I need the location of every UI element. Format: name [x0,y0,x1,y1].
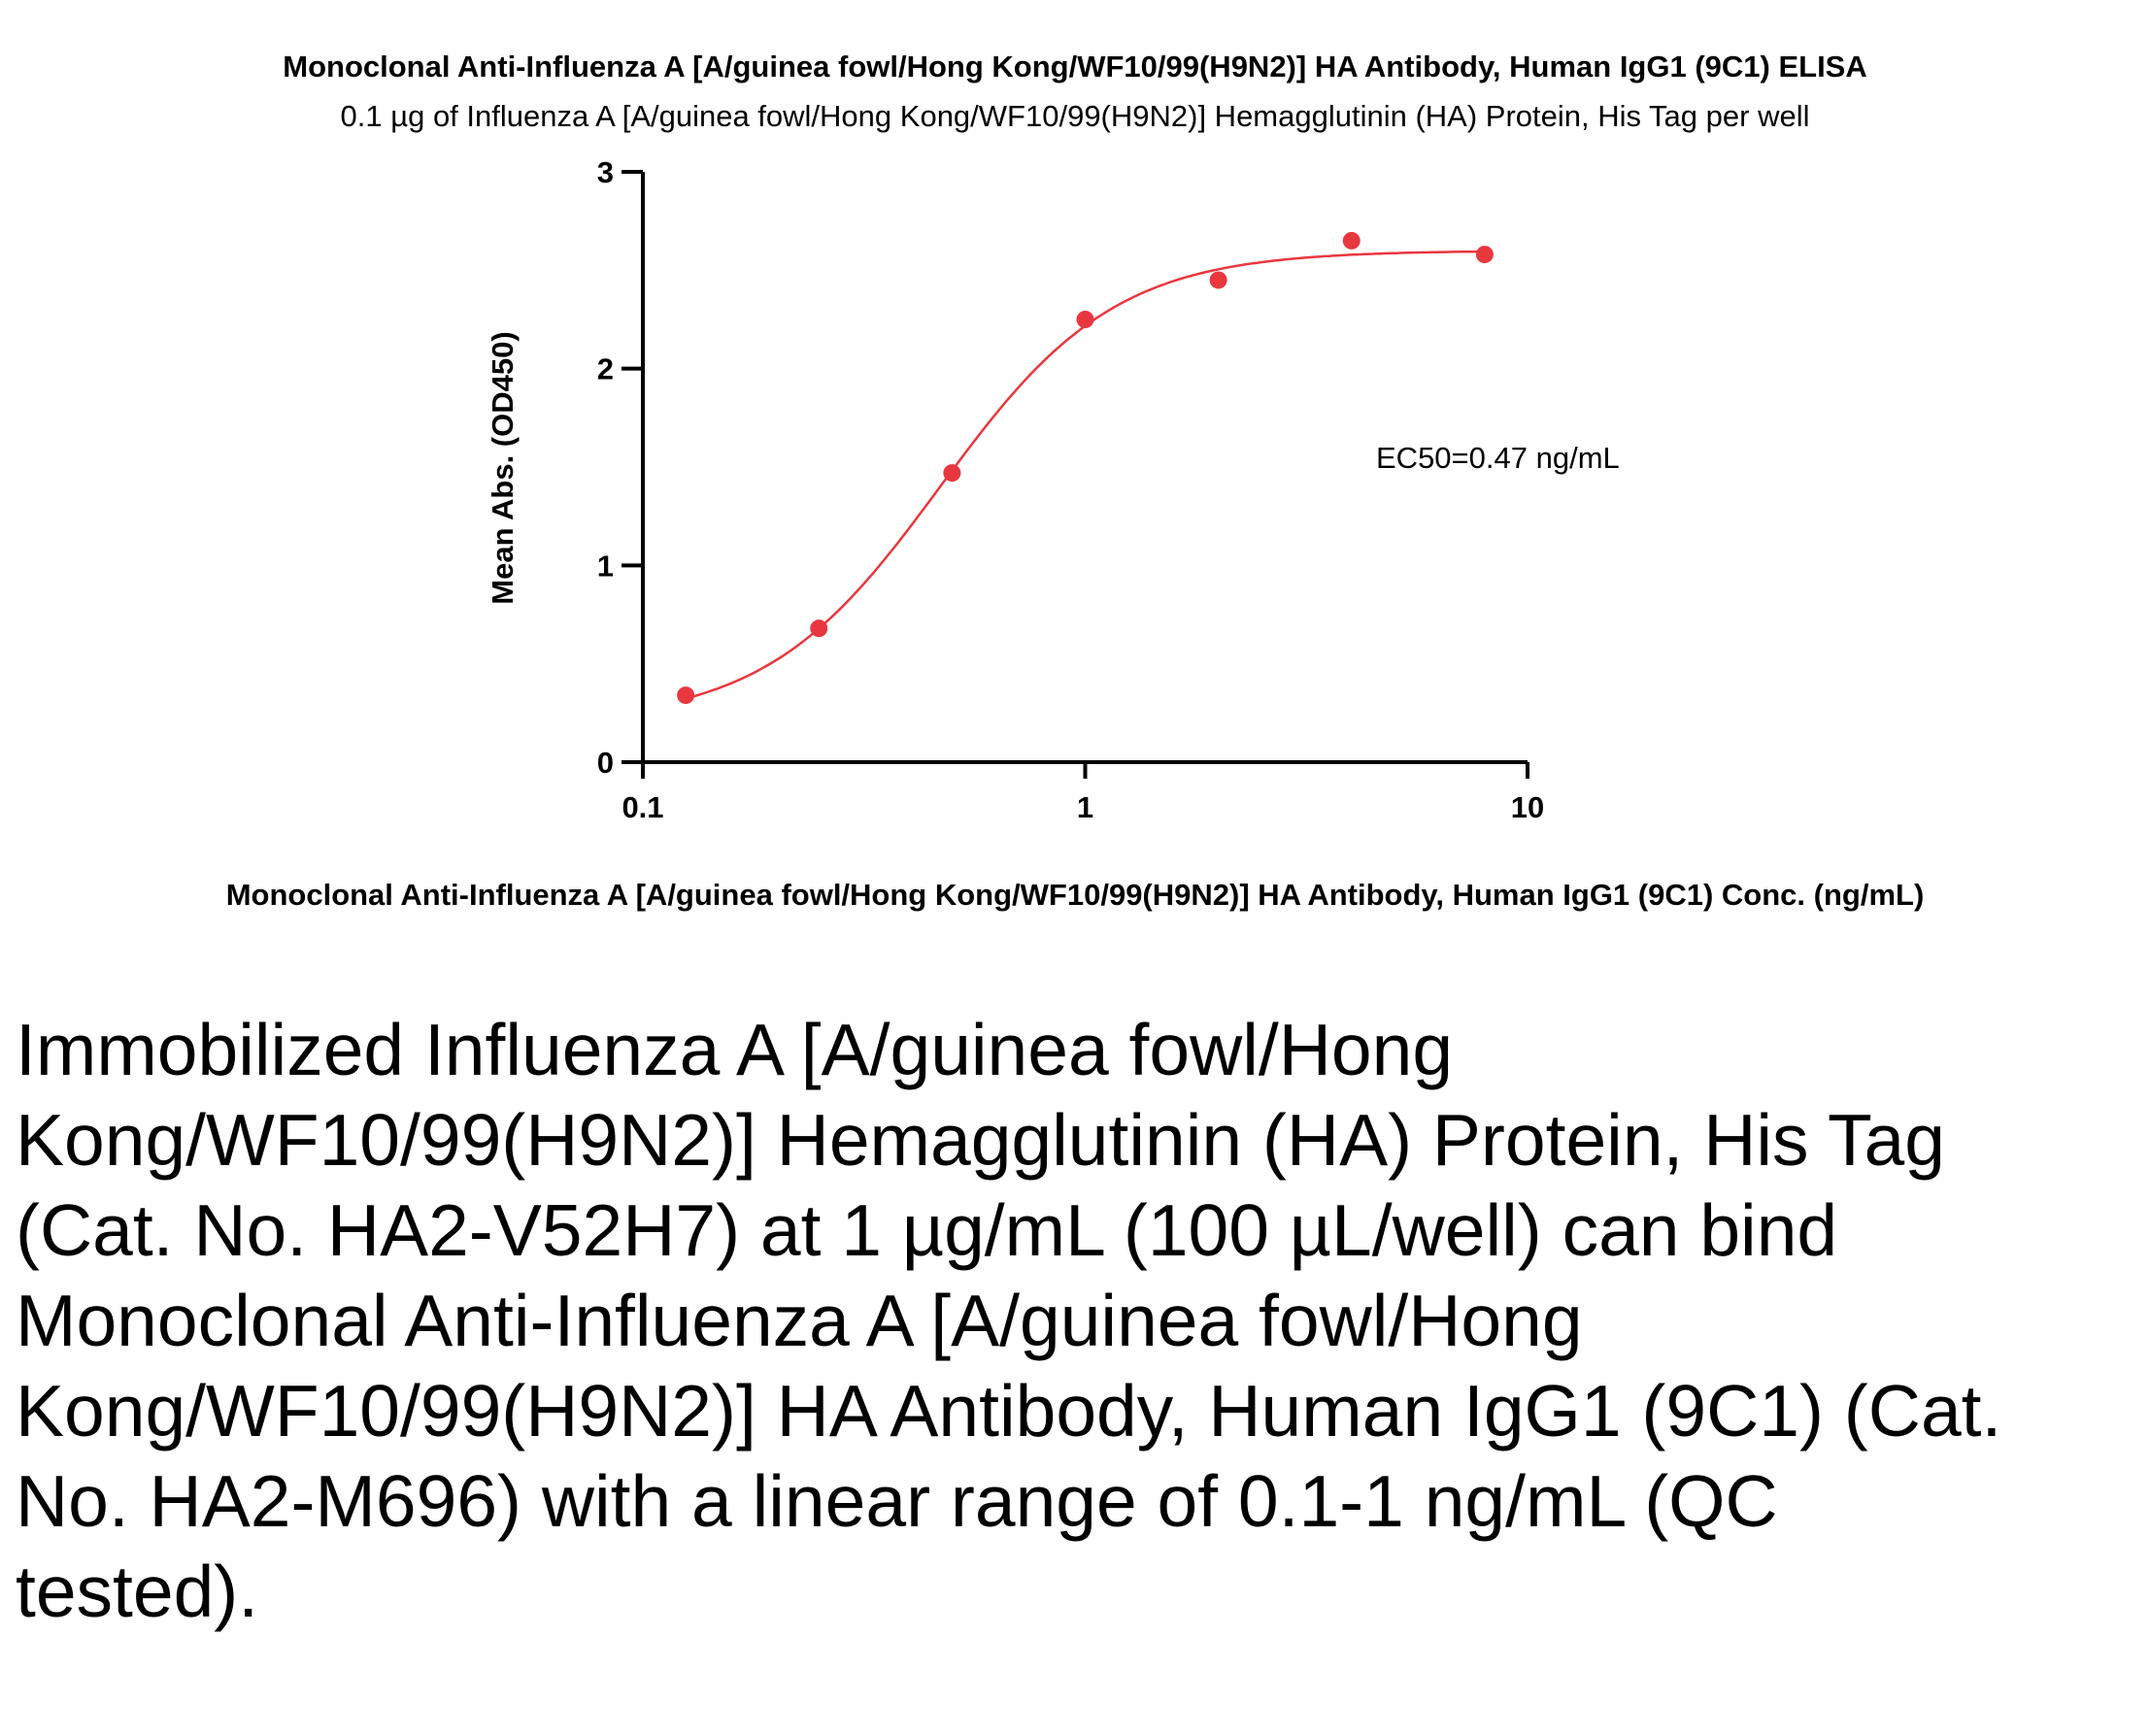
y-tick-label: 3 [597,155,614,189]
chart-subtitle: 0.1 µg of Influenza A [A/guinea fowl/Hon… [341,99,1810,133]
data-point [677,686,695,705]
data-point [1209,271,1227,289]
x-axis-label: Monoclonal Anti-Influenza A [A/guinea fo… [226,878,1925,912]
axes [621,172,1528,764]
y-tick-label: 1 [597,549,614,583]
data-point [1342,231,1361,250]
y-tick-label: 0 [597,746,614,780]
x-tick-label: 10 [1511,790,1544,824]
data-point [810,619,828,638]
ticks: 0.1 1 10 0 1 2 3 [597,155,1544,824]
chart-title: Monoclonal Anti-Influenza A [A/guinea fo… [283,50,1867,83]
elisa-chart: Monoclonal Anti-Influenza A [A/guinea fo… [226,50,1925,912]
data-points [677,231,1494,705]
y-axis-label: Mean Abs. (OD450) [486,331,520,604]
x-tick-label: 0.1 [621,790,663,824]
ec50-annotation: EC50=0.47 ng/mL [1376,441,1620,475]
x-tick-label: 1 [1077,790,1093,824]
data-point [943,464,961,483]
data-point [1076,311,1094,328]
data-point [1475,246,1494,264]
figure-caption: Immobilized Influenza A [A/guinea fowl/H… [16,1009,2002,1632]
y-tick-label: 2 [597,352,614,386]
